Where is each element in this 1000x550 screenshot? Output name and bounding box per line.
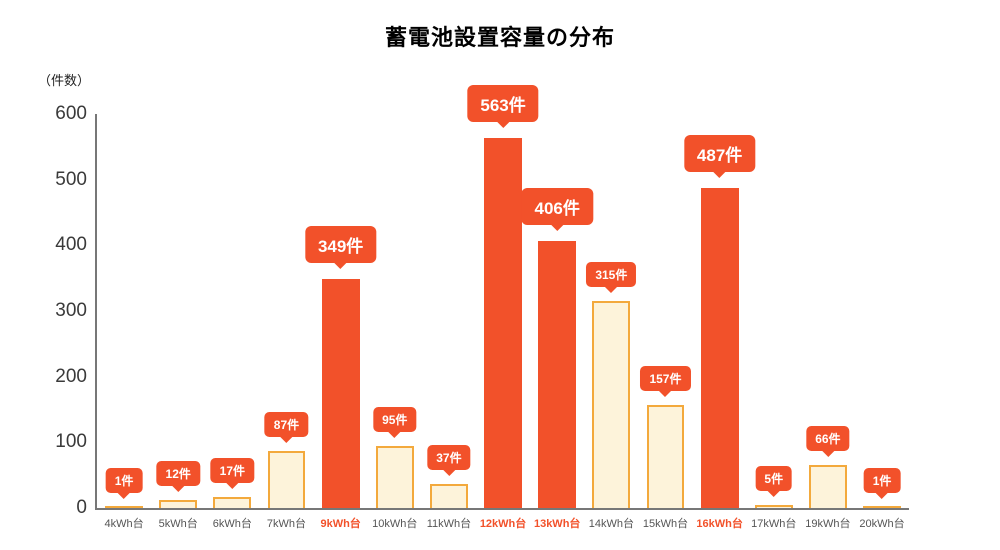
x-axis-label-4kWh台: 4kWh台 <box>104 518 144 530</box>
y-tick-label-100: 100 <box>55 431 87 453</box>
value-badge-14kWh台: 315件 <box>586 262 637 287</box>
bar-slot-5kWh台: 12件 5kWh台 <box>151 114 205 530</box>
x-axis-label-11kWh台: 11kWh台 <box>426 518 472 530</box>
bar-5kWh台 <box>159 500 198 508</box>
value-badge-19kWh台: 66件 <box>806 426 850 451</box>
value-badge-15kWh台: 157件 <box>640 366 691 391</box>
y-tick-label-300: 300 <box>55 300 87 321</box>
value-badge-9kWh台: 349件 <box>304 226 377 263</box>
bar-slot-12kWh台: 563件 12kWh台 <box>467 85 539 530</box>
bar-slot-4kWh台: 1件 4kWh台 <box>97 114 151 530</box>
value-badge-16kWh台: 487件 <box>683 135 756 172</box>
bars-container: 1件 4kWh台 12件 5kWh台 17件 6kWh台 87件 7kWh台 349件 9kWh台… <box>97 85 909 530</box>
bar-slot-19kWh台: 66件 19kWh台 <box>801 114 855 530</box>
bar-slot-9kWh台: 349件 9kWh台 <box>304 114 377 530</box>
bar-slot-13kWh台: 406件 13kWh台 <box>521 114 593 530</box>
bar-slot-10kWh台: 95件 10kWh台 <box>368 114 422 530</box>
bar-14kWh台 <box>592 301 631 508</box>
bar-10kWh台 <box>375 446 414 508</box>
bar-13kWh台 <box>538 241 577 508</box>
plot-area: 0 100 200 300 400 500 600 1件 4kWh台 12件 5kWh台 17件 6k… <box>55 85 909 530</box>
y-axis-unit-label: （件数） <box>38 73 91 88</box>
x-axis-label-13kWh台: 13kWh台 <box>533 518 581 530</box>
value-badge-11kWh台: 37件 <box>427 445 471 470</box>
chart-title: 蓄電池設置容量の分布 <box>384 25 615 50</box>
bar-slot-14kWh台: 315件 14kWh台 <box>584 114 638 530</box>
value-badge-7kWh台: 87件 <box>264 412 309 437</box>
value-badge-6kWh台: 17件 <box>210 458 255 483</box>
bar-11kWh台 <box>429 484 468 508</box>
x-axis-label-19kWh台: 19kWh台 <box>805 518 851 530</box>
value-badge-13kWh台: 406件 <box>521 188 593 225</box>
bar-15kWh台 <box>646 405 685 508</box>
bar-7kWh台 <box>267 451 306 508</box>
bar-4kWh台 <box>105 506 144 508</box>
value-badge-10kWh台: 95件 <box>373 407 417 432</box>
x-axis-label-5kWh台: 5kWh台 <box>158 518 198 530</box>
x-axis-label-20kWh台: 20kWh台 <box>859 518 905 530</box>
x-axis-label-7kWh台: 7kWh台 <box>266 518 307 530</box>
bar-12kWh台 <box>484 138 522 508</box>
bar-slot-20kWh台: 1件 20kWh台 <box>855 114 909 530</box>
y-tick-label-400: 400 <box>55 234 87 256</box>
y-axis: 0 100 200 300 400 500 600 <box>55 103 909 518</box>
x-axis-label-9kWh台: 9kWh台 <box>320 518 361 530</box>
bar-slot-6kWh台: 17件 6kWh台 <box>205 114 259 530</box>
value-badge-20kWh台: 1件 <box>863 468 901 493</box>
bar-16kWh台 <box>700 188 739 508</box>
bar-20kWh台 <box>863 506 901 508</box>
bar-slot-7kWh台: 87件 7kWh台 <box>259 114 313 530</box>
y-tick-label-500: 500 <box>55 168 87 190</box>
bar-6kWh台 <box>213 497 252 508</box>
value-badge-5kWh台: 12件 <box>156 461 200 486</box>
y-tick-label-200: 200 <box>55 365 87 387</box>
x-axis-label-17kWh台: 17kWh台 <box>751 518 797 530</box>
x-axis-label-15kWh台: 15kWh台 <box>642 518 689 530</box>
y-tick-label-600: 600 <box>55 103 87 124</box>
y-tick-label-0: 0 <box>76 497 87 518</box>
x-axis-label-6kWh台: 6kWh台 <box>212 518 252 530</box>
value-badge-4kWh台: 1件 <box>105 468 143 493</box>
bar-slot-17kWh台: 5件 17kWh台 <box>747 114 801 530</box>
value-badge-12kWh台: 563件 <box>467 85 539 122</box>
value-badge-17kWh台: 5件 <box>755 466 793 491</box>
x-axis-label-12kWh台: 12kWh台 <box>479 518 527 530</box>
bar-slot-15kWh台: 157件 15kWh台 <box>638 114 692 530</box>
x-axis-label-10kWh台: 10kWh台 <box>372 518 418 530</box>
bar-slot-11kWh台: 37件 11kWh台 <box>422 114 476 530</box>
bar-17kWh台 <box>754 505 793 508</box>
x-axis-label-14kWh台: 14kWh台 <box>588 518 634 530</box>
bar-slot-16kWh台: 487件 16kWh台 <box>683 114 756 530</box>
bar-9kWh台 <box>321 279 360 508</box>
bar-19kWh台 <box>808 465 847 508</box>
x-axis-label-16kWh台: 16kWh台 <box>696 518 743 530</box>
